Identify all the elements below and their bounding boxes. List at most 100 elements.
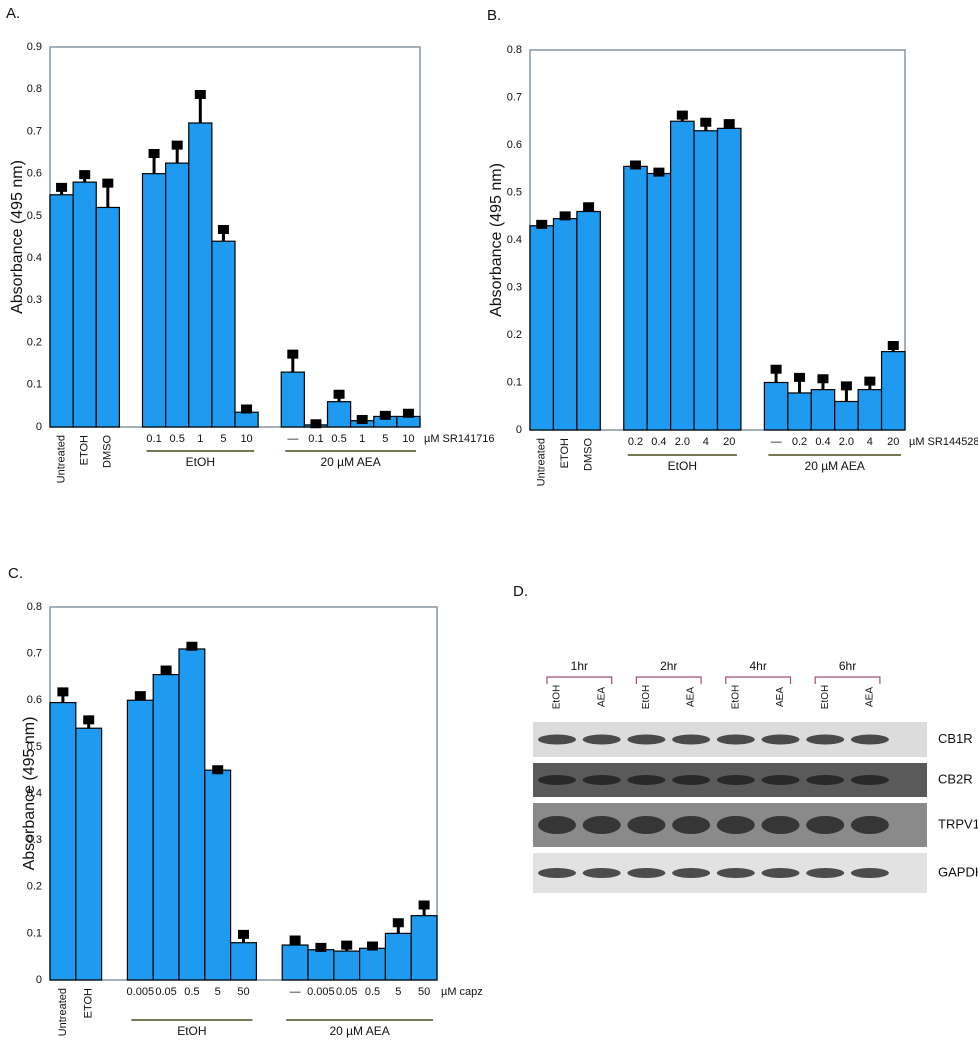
bar: [152, 674, 180, 981]
x-tick-label: —: [287, 433, 298, 445]
y-tick-label: 0.8: [507, 44, 522, 56]
blot-band: [627, 775, 666, 785]
error-bar: [418, 900, 430, 916]
error-bar: [583, 202, 595, 212]
timepoint-bracket: [725, 676, 792, 684]
bar: [178, 648, 206, 981]
panel-title: A.: [6, 5, 20, 22]
bar: [384, 932, 412, 981]
bar: [576, 210, 601, 431]
y-axis-label: Absorbance (495 nm): [21, 717, 38, 871]
error-bar: [241, 404, 253, 414]
x-tick-label: Untreated: [57, 988, 69, 1036]
lane-label: AEA: [596, 687, 607, 707]
error-bar: [794, 372, 806, 393]
error-bar: [653, 167, 665, 177]
bar: [230, 942, 258, 981]
y-tick-label: 0.4: [507, 234, 522, 246]
blot-band: [716, 734, 755, 745]
blot-band: [627, 816, 666, 834]
x-tick-label: 0.5: [331, 433, 346, 445]
x-tick-label: 2.0: [675, 436, 690, 448]
blot-band: [850, 868, 889, 878]
error-bar: [629, 160, 641, 170]
blot-band: [538, 734, 576, 745]
y-tick-label: 0.5: [27, 741, 42, 753]
blot-band: [538, 816, 576, 834]
timepoint-bracket: [546, 676, 613, 684]
x-tick-label: 2.0: [839, 436, 854, 448]
error-bar: [171, 140, 183, 164]
y-tick-label: 0.7: [27, 125, 42, 137]
y-tick-label: 0: [36, 974, 42, 986]
bar: [787, 392, 812, 431]
group-label: 20 µM AEA: [329, 1024, 389, 1038]
bar: [646, 172, 672, 431]
bar: [165, 162, 190, 428]
x-tick-label: 0.4: [651, 436, 666, 448]
x-tick-label: 5: [395, 986, 401, 998]
protein-label: GAPDH: [938, 864, 978, 879]
blot-band: [716, 816, 755, 834]
bar: [126, 699, 154, 981]
lane-label: EtOH: [730, 685, 741, 709]
error-bar: [310, 419, 322, 429]
bar: [716, 127, 742, 431]
blot-band: [582, 734, 621, 745]
bar: [410, 915, 438, 981]
bar: [333, 950, 361, 981]
error-bar: [536, 219, 548, 229]
error-bar: [356, 415, 368, 425]
y-tick-label: 0.3: [507, 281, 522, 293]
y-tick-label: 0.7: [27, 648, 42, 660]
x-tick-label: 20: [887, 436, 899, 448]
x-tick-label: 0.2: [628, 436, 643, 448]
x-tick-label: 5: [220, 433, 226, 445]
error-bar: [392, 918, 404, 934]
blot-band: [582, 868, 621, 878]
x-tick-label: DMSO: [102, 435, 114, 468]
error-bar: [134, 691, 146, 701]
error-bar: [79, 170, 91, 183]
bar: [211, 240, 236, 428]
error-bar: [148, 149, 160, 174]
error-bar: [676, 110, 688, 122]
error-bar: [83, 715, 95, 729]
x-tick-label: —: [290, 986, 301, 998]
bar: [95, 206, 120, 428]
blot-band: [716, 868, 755, 878]
y-tick-label: 0.5: [507, 186, 522, 198]
x-tick-label: 0.1: [146, 433, 161, 445]
blot-band: [672, 775, 711, 785]
error-bar: [379, 410, 391, 420]
error-bar: [287, 349, 299, 373]
group-label: 20 µM AEA: [320, 455, 380, 469]
error-bar: [341, 940, 353, 952]
blot-band: [582, 816, 621, 834]
blot-band: [761, 868, 800, 878]
blot-band: [627, 734, 666, 745]
unit-label: µM capz: [441, 986, 483, 998]
bar: [75, 727, 103, 981]
x-tick-label: 0.5: [170, 433, 185, 445]
y-tick-label: 0: [36, 421, 42, 433]
panel-title: B.: [487, 7, 501, 24]
protein-label: TRPV1: [938, 816, 978, 831]
lane-label: AEA: [775, 687, 786, 707]
unit-label: µM SR144528: [909, 436, 978, 448]
x-tick-label: 1: [197, 433, 203, 445]
blot-band: [761, 816, 800, 834]
x-tick-label: 0.005: [307, 986, 335, 998]
error-bar: [367, 941, 378, 951]
error-bar: [700, 117, 712, 131]
bar: [49, 701, 77, 981]
y-tick-label: 0.6: [27, 168, 42, 180]
x-tick-label: 4: [867, 436, 873, 448]
x-tick-label: DMSO: [583, 438, 595, 471]
y-tick-label: 0.4: [27, 787, 42, 799]
y-tick-label: 0.3: [27, 834, 42, 846]
bar: [552, 218, 578, 431]
x-tick-label: 0.5: [365, 986, 380, 998]
timepoint-bracket: [635, 676, 702, 684]
x-tick-label: ETOH: [79, 435, 91, 465]
